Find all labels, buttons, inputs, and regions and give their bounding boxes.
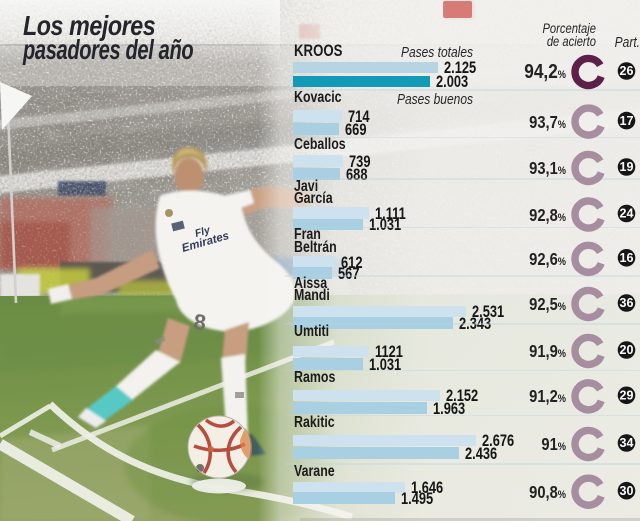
svg-text:29: 29 [620,389,634,403]
svg-text:30: 30 [620,484,634,498]
svg-text:24: 24 [620,207,634,221]
svg-text:17: 17 [620,114,634,128]
svg-text:8: 8 [192,309,207,335]
svg-text:36: 36 [620,296,634,310]
svg-text:26: 26 [620,64,634,78]
svg-text:16: 16 [620,251,634,265]
svg-text:34: 34 [620,436,634,450]
svg-text:Fly: Fly [194,224,213,240]
svg-text:20: 20 [620,343,634,357]
svg-text:19: 19 [620,160,634,174]
